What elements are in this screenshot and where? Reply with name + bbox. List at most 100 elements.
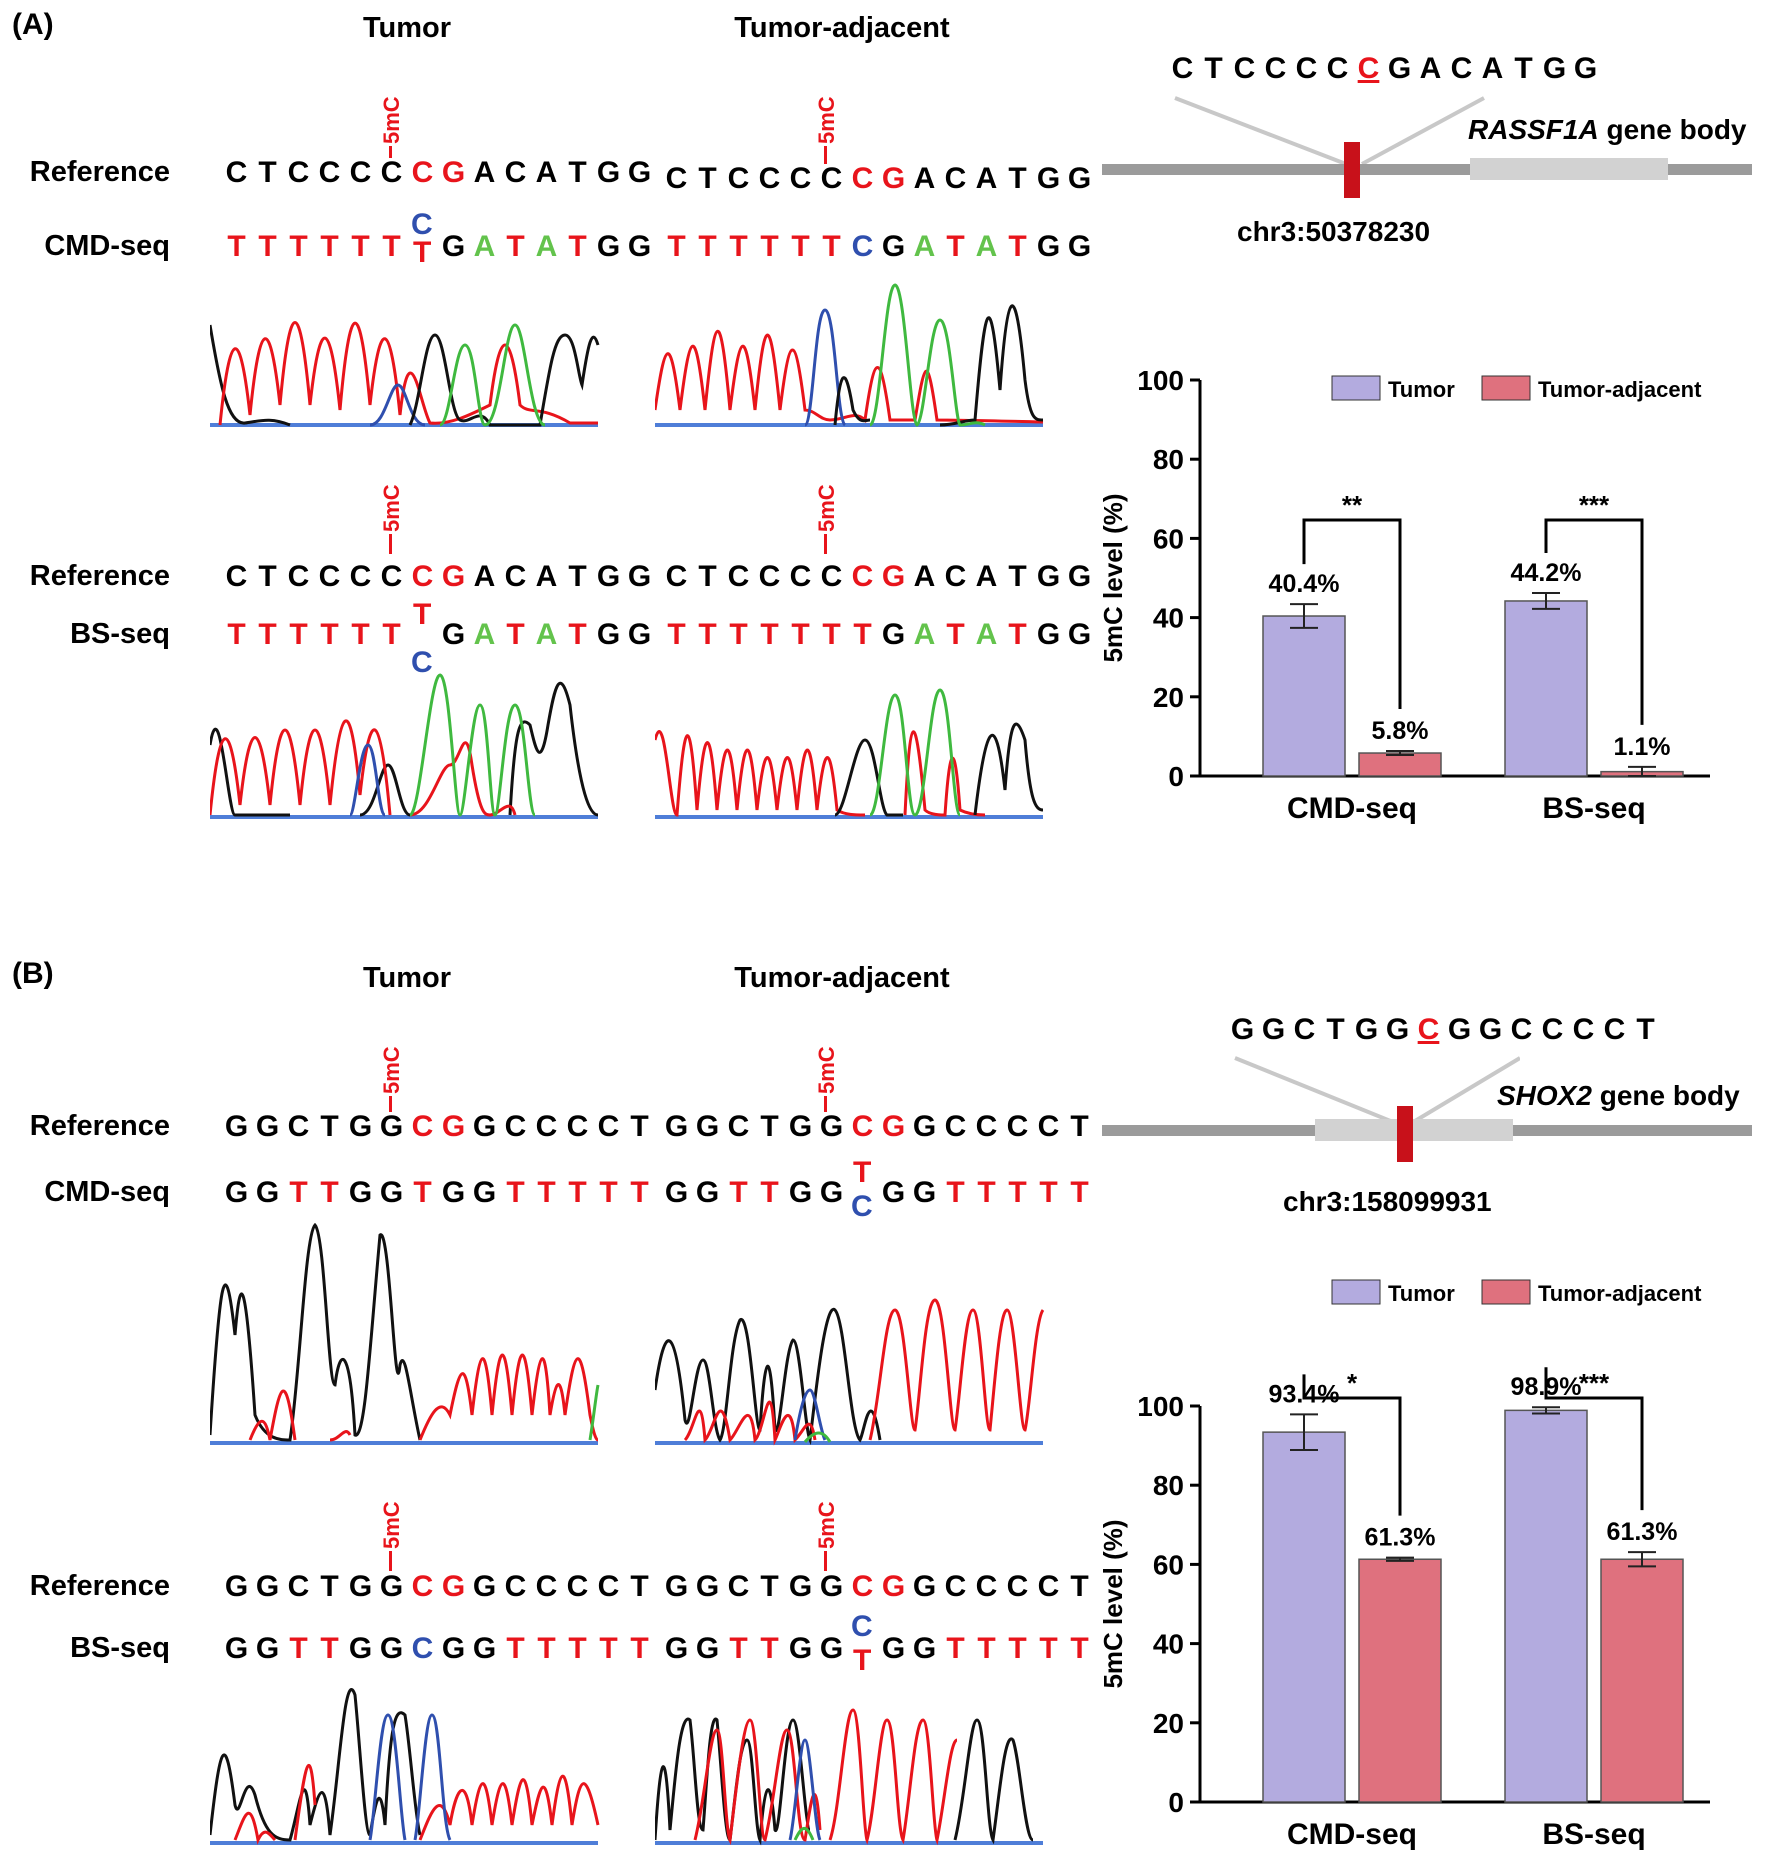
chromatogram-tumor-cmd-a	[210, 321, 600, 427]
gene-name: RASSF1A	[1468, 114, 1599, 145]
value-label: 61.3%	[1607, 1518, 1678, 1546]
mark-line	[389, 1096, 392, 1112]
y-tick-label: 60	[1153, 1549, 1184, 1580]
x-category-label: CMD-seq	[1287, 792, 1417, 825]
mark-label: 5mC	[814, 484, 839, 532]
col-title-tumor-a: Tumor	[362, 12, 452, 44]
legend-swatch-1	[1481, 1279, 1531, 1305]
methyl-mark: 5mC	[812, 1485, 842, 1575]
y-tick-label: 100	[1137, 365, 1184, 396]
legend-label-0: Tumor	[1388, 1281, 1455, 1306]
bar-tumor	[1504, 600, 1588, 777]
y-axis-label: 5mC level (%)	[1100, 1519, 1128, 1688]
legend-swatch-1	[1481, 375, 1531, 401]
legend-swatch-0	[1331, 1279, 1381, 1305]
row-label-reference: Reference	[29, 156, 170, 188]
chromatogram-tumor-cmd-b	[210, 1222, 600, 1445]
bar-chart-b: Tumor Tumor-adjacent 0 20 40 60 80 100 5mC level…	[1100, 1279, 1710, 1850]
gene-label-b: SHOX2 gene body	[1497, 1080, 1740, 1112]
mark-label: 5mC	[814, 1501, 839, 1549]
significance-label: ***	[1579, 1368, 1610, 1398]
significance-label: *	[1347, 1368, 1358, 1398]
bar-tumor	[1504, 1409, 1588, 1803]
value-label: 40.4%	[1269, 570, 1340, 598]
gene-name: SHOX2	[1497, 1080, 1592, 1111]
legend-label-0: Tumor	[1388, 377, 1455, 402]
col-title-tumor-b: Tumor	[362, 962, 452, 994]
significance-bracket	[1544, 518, 1644, 725]
significance-bracket	[1302, 518, 1402, 710]
methyl-mark: 5mC	[377, 80, 407, 160]
chromatogram-adjacent-bs-b	[655, 1708, 1043, 1846]
col-title-adjacent-a: Tumor-adjacent	[734, 12, 950, 44]
value-label: 5.8%	[1372, 717, 1429, 745]
value-label: 44.2%	[1511, 559, 1582, 587]
y-tick-label: 0	[1168, 761, 1184, 792]
y-tick-label: 20	[1153, 682, 1184, 713]
bar-tumor-adjacent	[1358, 1558, 1442, 1803]
row-label-reference: Reference	[29, 1570, 170, 1602]
col-title-adjacent-b: Tumor-adjacent	[734, 962, 950, 994]
mark-line	[824, 1096, 827, 1112]
panel-label-b: (B)	[12, 957, 54, 990]
legend-swatch-0	[1331, 375, 1381, 401]
significance-label: **	[1342, 490, 1363, 520]
y-tick-label: 100	[1137, 1391, 1184, 1422]
gene-suffix: gene body	[1606, 114, 1747, 145]
mark-label: 5mC	[379, 484, 404, 532]
mark-line	[389, 1551, 392, 1571]
row-label-cmd-seq: CMD-seq	[44, 1176, 170, 1208]
bar-tumor-adjacent	[1358, 752, 1442, 777]
mark-label: 5mC	[814, 96, 839, 144]
y-tick-label: 0	[1168, 1787, 1184, 1818]
mark-line	[389, 534, 392, 554]
y-tick-label: 20	[1153, 1708, 1184, 1739]
exon-block-b	[1315, 1119, 1513, 1141]
x-category-label: CMD-seq	[1287, 1818, 1417, 1850]
significance-label: ***	[1579, 490, 1610, 520]
y-tick-label: 40	[1153, 1629, 1184, 1660]
bar-tumor	[1262, 615, 1346, 777]
chrom-position-a: chr3:50378230	[1237, 216, 1431, 247]
legend-label-1: Tumor-adjacent	[1538, 1281, 1702, 1306]
x-category-label: BS-seq	[1542, 792, 1645, 825]
mark-line	[824, 146, 827, 164]
chromatogram-tumor-bs-b	[210, 1688, 600, 1845]
cpg-site-marker-b	[1397, 1106, 1413, 1162]
mark-label: 5mC	[379, 96, 404, 144]
methyl-mark: 5mC	[377, 1485, 407, 1575]
y-tick-label: 40	[1153, 603, 1184, 634]
methyl-mark: 5mC	[812, 468, 842, 558]
y-tick-label: 80	[1153, 444, 1184, 475]
panel-label-a: (A)	[12, 8, 54, 41]
cpg-site-marker-a	[1344, 142, 1360, 198]
row-label-reference: Reference	[29, 1110, 170, 1142]
y-axis-label: 5mC level (%)	[1100, 493, 1128, 662]
methyl-mark: 5mC	[377, 468, 407, 558]
methyl-mark: 5mC	[377, 1030, 407, 1115]
locus-connector-a	[1174, 96, 1485, 166]
y-tick-label: 60	[1153, 523, 1184, 554]
chromatogram-adjacent-cmd-a	[655, 283, 1044, 427]
gene-label-a: RASSF1A gene body	[1468, 114, 1747, 146]
significance-bracket	[1302, 1374, 1402, 1516]
mark-label: 5mC	[379, 1501, 404, 1549]
row-label-bs-seq: BS-seq	[70, 1632, 170, 1664]
